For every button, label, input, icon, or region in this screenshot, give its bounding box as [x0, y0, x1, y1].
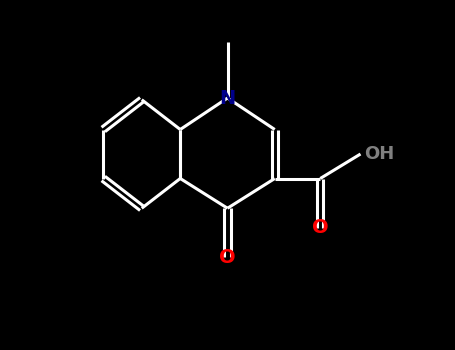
Text: OH: OH [364, 145, 394, 163]
Text: N: N [219, 89, 236, 107]
Text: O: O [219, 248, 236, 267]
Text: O: O [312, 218, 329, 237]
